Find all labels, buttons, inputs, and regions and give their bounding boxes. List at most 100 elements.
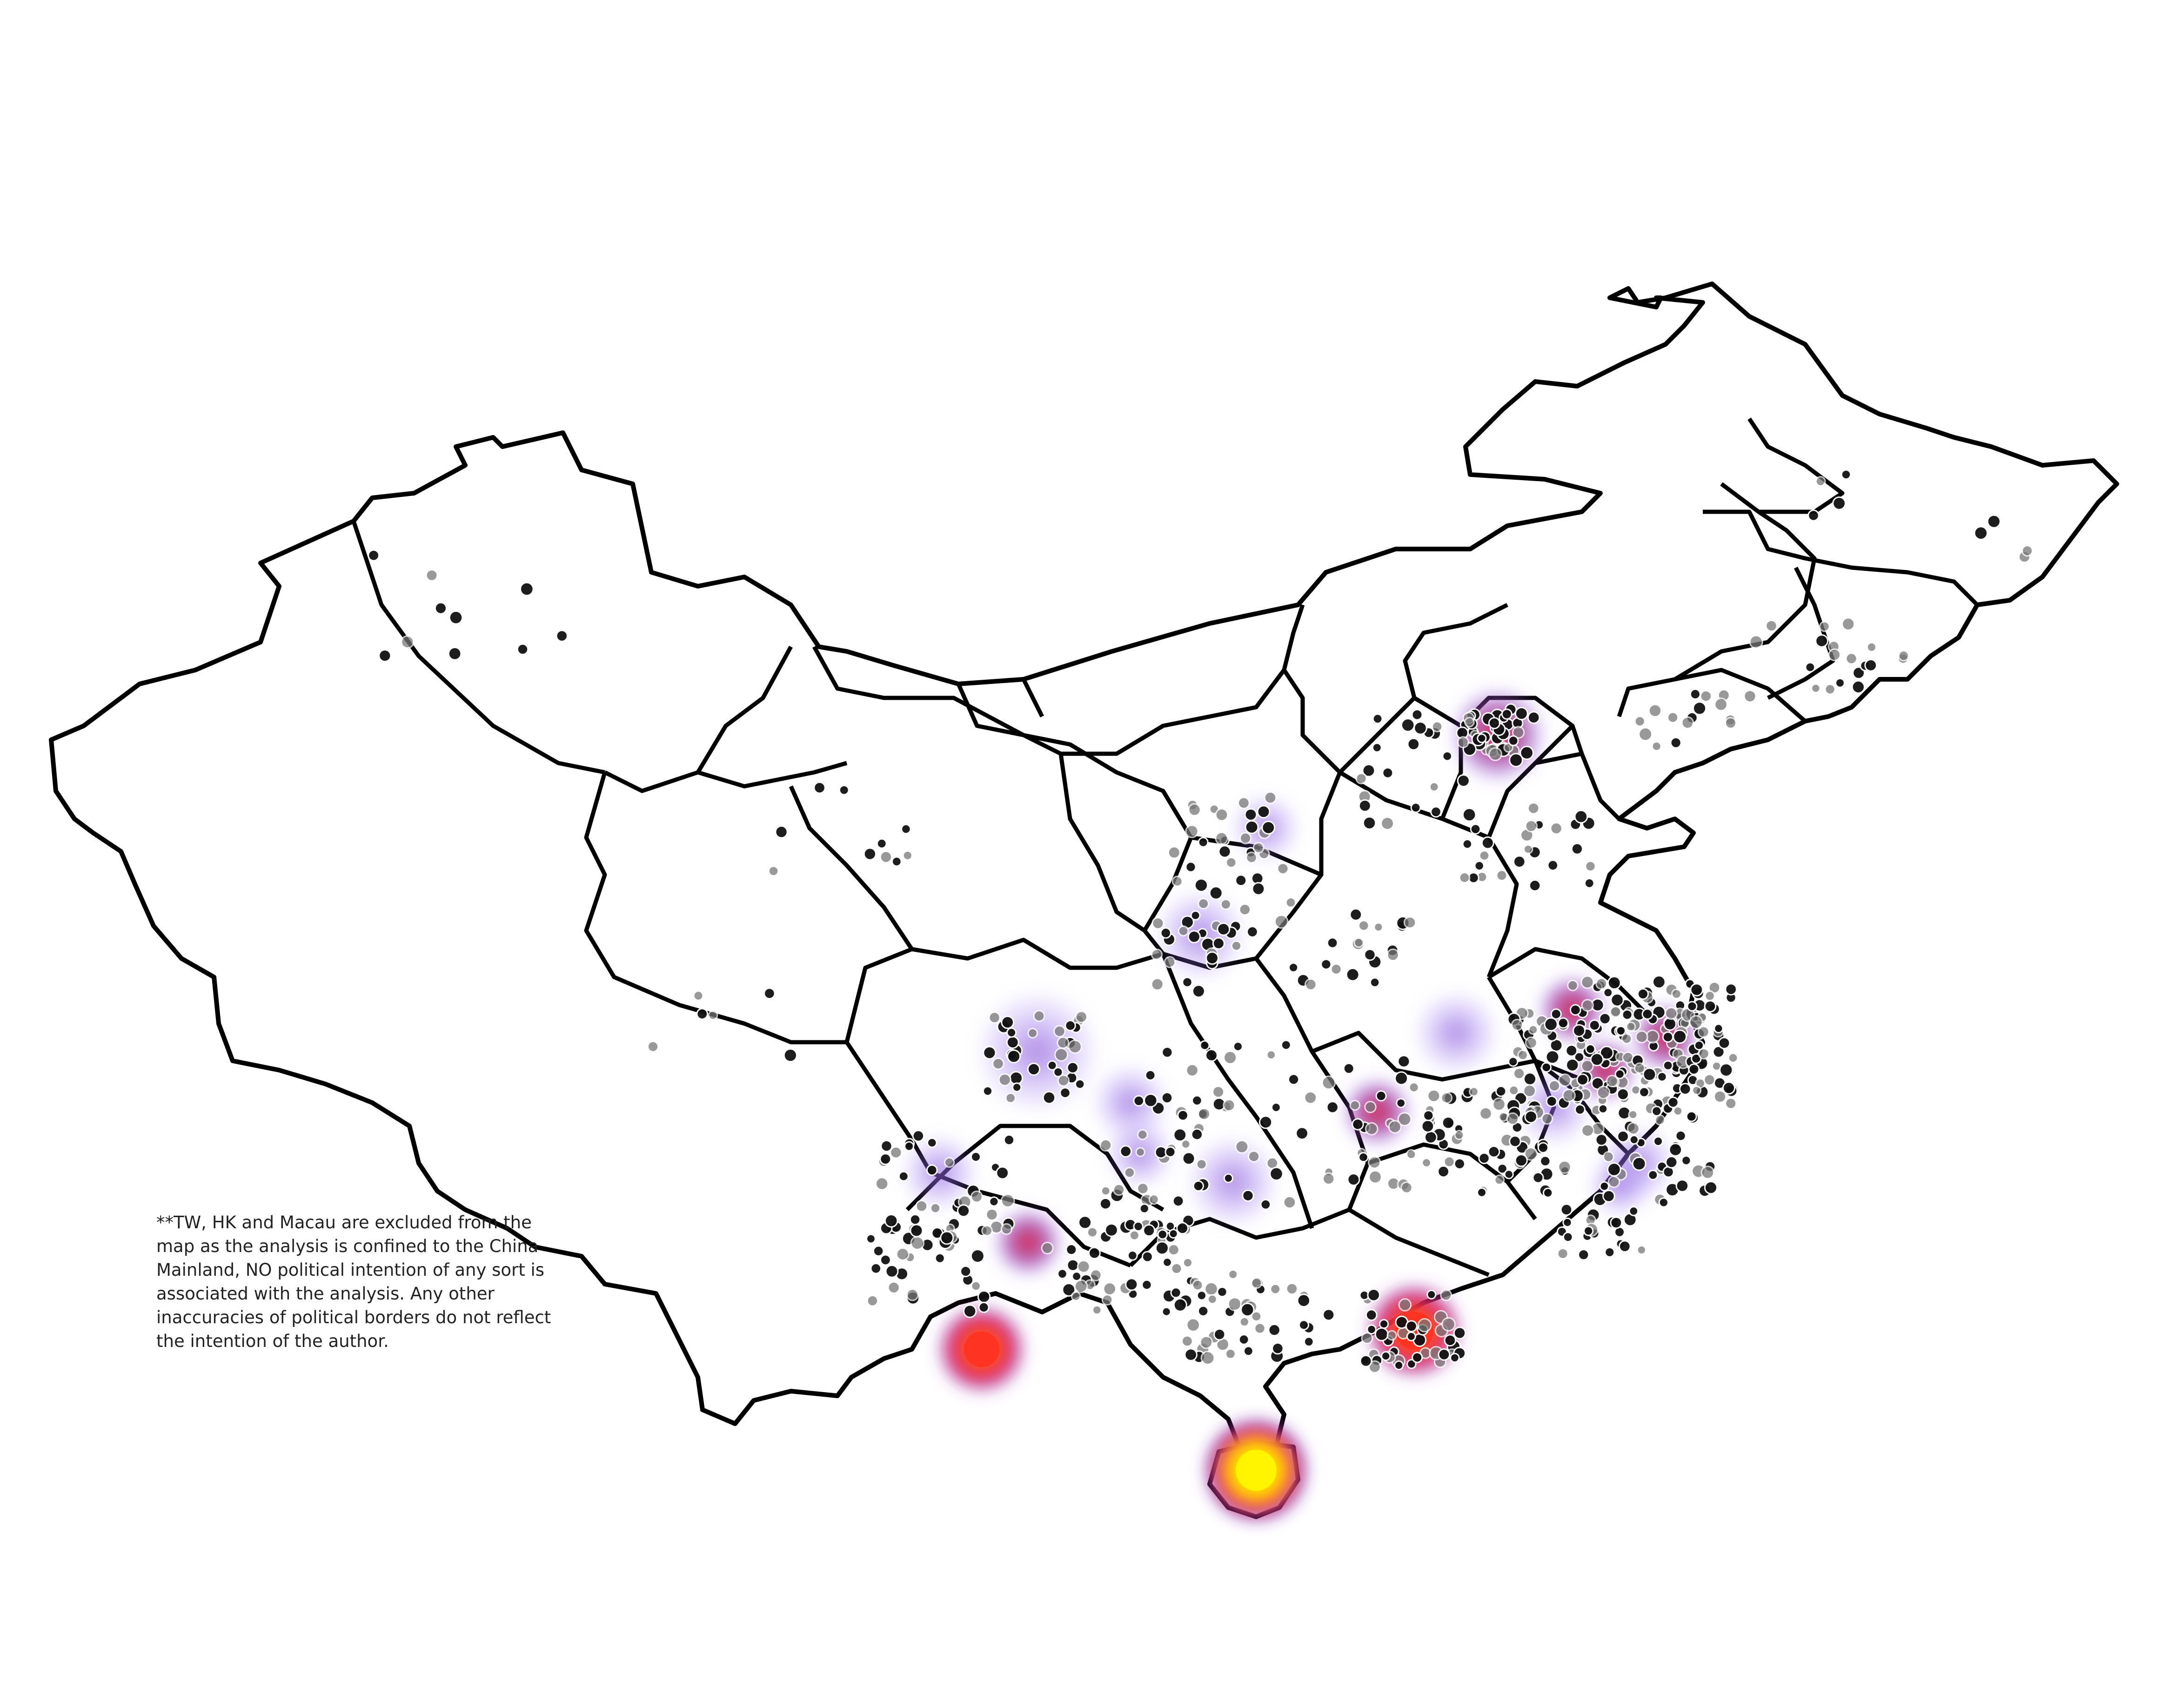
location-point xyxy=(1469,1086,1479,1097)
location-point xyxy=(1135,1147,1145,1157)
location-point xyxy=(1457,774,1470,788)
location-point xyxy=(1898,650,1909,662)
location-point xyxy=(1574,810,1588,824)
location-point xyxy=(1077,1259,1091,1273)
heat-core xyxy=(964,1331,1000,1367)
location-point xyxy=(1585,1044,1596,1054)
location-point xyxy=(1495,1085,1507,1097)
location-point xyxy=(838,784,850,796)
location-point xyxy=(1864,658,1878,672)
location-point xyxy=(1167,846,1181,859)
location-point xyxy=(957,1204,970,1218)
location-point xyxy=(1634,1062,1646,1074)
location-point xyxy=(1196,1290,1207,1301)
location-point xyxy=(1547,859,1559,871)
location-point xyxy=(1488,717,1500,730)
location-point xyxy=(1223,1098,1236,1112)
location-point xyxy=(1157,1229,1168,1240)
location-point xyxy=(1223,1173,1233,1183)
location-point xyxy=(1835,677,1845,688)
location-point xyxy=(1217,1286,1228,1298)
location-point xyxy=(1690,983,1704,997)
location-point xyxy=(1182,977,1193,988)
location-point xyxy=(1057,1036,1070,1049)
location-point xyxy=(1398,1298,1412,1312)
location-point xyxy=(1161,1092,1173,1104)
location-point xyxy=(1637,988,1649,1000)
location-point xyxy=(1819,621,1830,632)
location-point xyxy=(1251,882,1265,896)
location-point xyxy=(1501,708,1512,720)
location-point xyxy=(1544,1017,1558,1031)
location-point xyxy=(1509,1135,1521,1148)
location-point xyxy=(1651,741,1662,751)
location-point xyxy=(989,1196,999,1207)
location-point xyxy=(1441,1116,1455,1130)
location-point xyxy=(1251,1311,1262,1322)
location-point xyxy=(1703,1073,1716,1086)
location-point xyxy=(1811,683,1821,693)
location-point xyxy=(1112,1183,1125,1196)
location-point xyxy=(1411,709,1423,721)
location-point xyxy=(887,1281,900,1294)
location-point xyxy=(1670,737,1682,749)
location-point xyxy=(1725,1097,1737,1110)
location-point xyxy=(1805,662,1816,673)
location-point xyxy=(1653,1136,1664,1146)
location-point xyxy=(1171,1262,1183,1275)
location-point xyxy=(1269,1166,1284,1181)
location-point xyxy=(1283,1195,1297,1209)
location-point xyxy=(1599,1012,1611,1025)
location-point xyxy=(1090,1269,1102,1281)
location-point xyxy=(983,1045,997,1060)
location-point xyxy=(813,781,826,794)
location-point xyxy=(879,851,893,864)
location-point xyxy=(1362,816,1377,830)
location-point xyxy=(1232,1041,1243,1052)
location-point xyxy=(970,1151,982,1162)
location-point xyxy=(1258,1115,1273,1129)
location-point xyxy=(1681,716,1694,730)
location-point xyxy=(1321,1075,1336,1090)
location-point xyxy=(1427,1089,1441,1103)
location-point xyxy=(1654,1114,1666,1125)
location-point xyxy=(1164,1146,1176,1158)
location-point xyxy=(1173,1128,1187,1142)
location-point xyxy=(1164,956,1176,968)
location-point xyxy=(977,1290,991,1304)
location-point xyxy=(1347,1173,1360,1186)
location-point xyxy=(1543,1187,1553,1198)
location-point xyxy=(1001,1015,1015,1029)
location-point xyxy=(1245,851,1258,864)
location-point xyxy=(1185,824,1199,838)
location-point xyxy=(1562,1088,1576,1103)
location-point xyxy=(1444,1334,1457,1347)
location-point xyxy=(1725,717,1737,729)
location-point xyxy=(1217,922,1231,936)
location-point xyxy=(1595,1133,1608,1146)
location-point xyxy=(1027,1062,1041,1076)
location-point xyxy=(1066,1259,1079,1272)
location-point xyxy=(1187,930,1201,944)
location-point xyxy=(1479,850,1490,861)
location-point xyxy=(1508,735,1519,746)
location-point xyxy=(1375,1090,1387,1102)
location-point xyxy=(891,856,902,867)
location-point xyxy=(1714,697,1728,711)
location-point xyxy=(1652,975,1666,989)
location-point xyxy=(1297,1293,1311,1307)
location-point xyxy=(1257,805,1271,819)
location-point xyxy=(988,1011,1001,1024)
location-point xyxy=(1005,1092,1017,1104)
location-point xyxy=(876,838,887,849)
location-point xyxy=(1525,1036,1538,1049)
location-point xyxy=(1527,802,1540,815)
location-point xyxy=(970,1190,983,1203)
location-point xyxy=(1550,822,1563,835)
location-point xyxy=(1386,948,1399,962)
location-point xyxy=(927,1137,937,1148)
location-point xyxy=(1441,1317,1456,1332)
location-point xyxy=(1408,1082,1419,1093)
location-point xyxy=(1406,1331,1416,1341)
location-point xyxy=(1139,1203,1150,1214)
